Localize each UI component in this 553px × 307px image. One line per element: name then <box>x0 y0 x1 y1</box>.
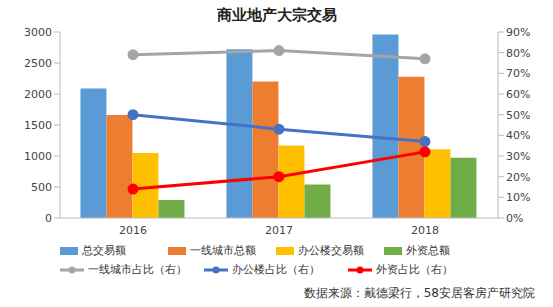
html-text:总交易额: 总交易额 <box>82 244 126 257</box>
svg-text:90%: 90% <box>506 26 530 39</box>
html-text:外资占比（右）: 外资占比（右） <box>376 263 453 276</box>
svg-text:80%: 80% <box>506 47 530 60</box>
html-text:办公楼交易额: 办公楼交易额 <box>298 244 364 257</box>
svg-text:20%: 20% <box>506 171 530 184</box>
svg-text:50%: 50% <box>506 109 530 122</box>
svg-text:40%: 40% <box>506 129 530 142</box>
html-text:一线城市占比（右）: 一线城市占比（右） <box>88 263 187 276</box>
svg-text:2000: 2000 <box>24 88 52 101</box>
svg-text:60%: 60% <box>506 88 530 101</box>
html-text:办公楼占比（右）: 办公楼占比（右） <box>232 263 320 276</box>
svg-text:2017: 2017 <box>265 224 293 237</box>
html-text:外资总额: 外资总额 <box>406 244 450 257</box>
html-text:商业地产大宗交易: 商业地产大宗交易 <box>216 6 337 24</box>
svg-text:0%: 0% <box>506 212 523 225</box>
svg-text:10%: 10% <box>506 191 530 204</box>
svg-text:0: 0 <box>45 212 52 225</box>
html-text:一线城市总额: 一线城市总额 <box>190 244 256 257</box>
svg-text:1500: 1500 <box>24 119 52 132</box>
svg-text:70%: 70% <box>506 67 530 80</box>
svg-text:2016: 2016 <box>119 224 147 237</box>
svg-text:1000: 1000 <box>24 150 52 163</box>
html-text:数据来源：戴德梁行，58安居客房产研究院: 数据来源：戴德梁行，58安居客房产研究院 <box>303 286 535 300</box>
svg-text:3000: 3000 <box>24 26 52 39</box>
svg-text:2018: 2018 <box>411 224 439 237</box>
svg-text:500: 500 <box>31 181 52 194</box>
svg-text:30%: 30% <box>506 150 530 163</box>
svg-text:2500: 2500 <box>24 57 52 70</box>
